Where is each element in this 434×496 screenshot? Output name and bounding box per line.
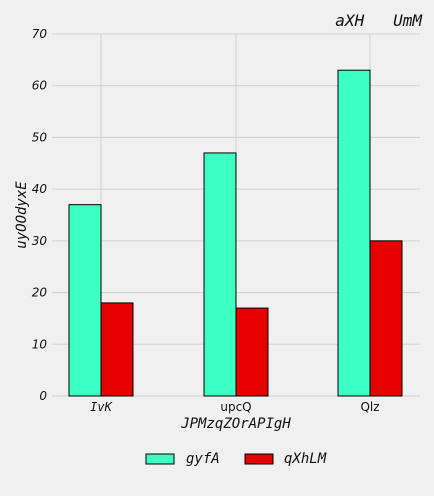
y-tick-label: 40 [32, 182, 48, 196]
bar-qXhLM-Qlz [369, 240, 403, 397]
y-tick-label: 70 [32, 27, 48, 41]
x-tick-labels: IvK upcQ Qlz [90, 400, 379, 414]
y-tick-label: 0 [39, 389, 47, 403]
bar-gyfA-upcQ [203, 152, 237, 397]
legend-label-gyfA: gyfA [186, 451, 220, 467]
x-tick-label: Qlz [360, 400, 379, 414]
legend-swatch-qXhLM [244, 453, 274, 465]
y-tick-labels: 0 10 20 30 40 50 60 70 [32, 27, 48, 403]
x-tick-label: upcQ [220, 400, 251, 414]
y-tick-label: 60 [32, 79, 48, 93]
y-tick-label: 20 [32, 286, 48, 300]
bar-qXhLM-upcQ [235, 307, 269, 397]
x-tick-label: IvK [90, 400, 112, 414]
legend-swatch-gyfA [145, 453, 175, 465]
y-axis-label: uyOOdyxE [14, 181, 30, 249]
bar-gyfA-IvK [68, 204, 102, 397]
legend-label-qXhLM: qXhLM [284, 451, 327, 467]
y-tick-label: 50 [32, 130, 48, 144]
y-tick-label: 10 [32, 337, 48, 351]
x-axis-label: JPMzqZOrAPIgH [180, 416, 291, 432]
bars [68, 69, 403, 397]
legend: gyfA qXhLM [145, 451, 327, 467]
y-tick-label: 30 [32, 234, 48, 248]
bar-gyfA-Qlz [337, 69, 371, 397]
chart-title: aXH UmM [335, 11, 423, 30]
bar-qXhLM-IvK [100, 302, 134, 397]
